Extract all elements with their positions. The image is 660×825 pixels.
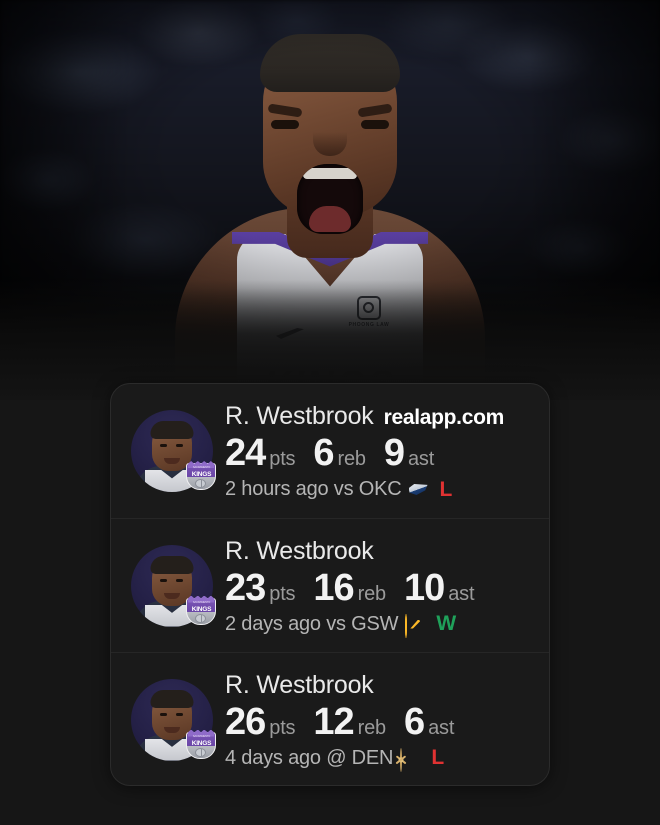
kings-badge-text: KINGS bbox=[191, 739, 212, 747]
stat-value-pts: 26 bbox=[225, 700, 266, 743]
stat-group-reb: 12 reb bbox=[313, 700, 387, 743]
kings-badge-subtext: SACRAMENTO bbox=[192, 466, 211, 469]
game-result-badge: L bbox=[431, 746, 444, 770]
stat-label-pts: pts bbox=[269, 716, 296, 739]
stat-value-pts: 23 bbox=[225, 566, 266, 609]
stat-label-pts: pts bbox=[269, 448, 296, 471]
stat-row-body: R. Westbrook realapp.com 24 pts 6 reb 9 … bbox=[225, 400, 531, 501]
stat-label-ast: ast bbox=[448, 582, 475, 605]
avatar[interactable]: SACRAMENTO KINGS bbox=[131, 410, 216, 492]
hero-player-photo: PHOONG LAW KINGS bbox=[0, 0, 660, 400]
game-meta-line: 2 hours ago vs OKC L bbox=[225, 478, 531, 502]
site-watermark: realapp.com bbox=[383, 406, 505, 430]
avatar[interactable]: SACRAMENTO KINGS bbox=[131, 678, 216, 761]
stat-group-pts: 26 pts bbox=[225, 700, 296, 743]
kings-crown-icon bbox=[188, 461, 214, 468]
avatar-eye-left bbox=[160, 578, 167, 582]
player-name: R. Westbrook bbox=[225, 536, 374, 565]
avatar-eye-right bbox=[176, 444, 183, 447]
avatar[interactable]: SACRAMENTO KINGS bbox=[131, 544, 216, 627]
game-matchup: @ DEN bbox=[326, 746, 394, 769]
avatar-jersey bbox=[145, 604, 199, 627]
stat-line: 24 pts 6 reb 9 ast bbox=[225, 433, 531, 474]
okc-thunder-mark bbox=[408, 484, 428, 496]
avatar-hair bbox=[150, 689, 194, 708]
stat-group-pts: 23 pts bbox=[225, 566, 296, 609]
name-line: R. Westbrook bbox=[225, 671, 531, 700]
avatar-hair bbox=[150, 421, 194, 439]
stat-value-ast: 10 bbox=[403, 566, 445, 609]
stat-row-body: R. Westbrook 26 pts 12 reb 6 ast bbox=[225, 669, 531, 772]
stat-line: 23 pts 16 reb 10 ast bbox=[225, 566, 531, 609]
sacramento-kings-logo-icon: SACRAMENTO KINGS bbox=[185, 595, 218, 628]
den-logo-shape bbox=[398, 747, 404, 772]
stat-row[interactable]: SACRAMENTO KINGS R. Westbrook realapp.co… bbox=[111, 384, 549, 518]
stat-group-ast: 10 ast bbox=[403, 566, 475, 609]
avatar-eye-right bbox=[176, 578, 183, 582]
game-meta-line: 2 days ago vs GSW W bbox=[225, 612, 531, 638]
avatar-smile bbox=[164, 592, 180, 599]
gsw-logo-shape bbox=[405, 613, 408, 638]
stat-value-reb: 16 bbox=[313, 566, 354, 609]
kings-crown-icon bbox=[188, 729, 214, 737]
basketball-icon bbox=[195, 613, 206, 623]
stat-row[interactable]: SACRAMENTO KINGS R. Westbrook 26 pts 12 bbox=[111, 652, 549, 786]
avatar-eye-left bbox=[160, 444, 167, 447]
stat-group-reb: 16 reb bbox=[313, 566, 387, 609]
oklahoma-city-thunder-logo-icon bbox=[408, 480, 428, 499]
stat-label-reb: reb bbox=[357, 582, 387, 605]
kings-badge-subtext: SACRAMENTO bbox=[192, 734, 211, 738]
basketball-icon bbox=[195, 479, 206, 488]
avatar-eye-right bbox=[176, 712, 183, 716]
kings-badge-text: KINGS bbox=[191, 605, 212, 613]
name-line: R. Westbrook realapp.com bbox=[225, 402, 531, 431]
player-name: R. Westbrook bbox=[225, 670, 374, 699]
sacramento-kings-logo-icon: SACRAMENTO KINGS bbox=[185, 460, 218, 493]
player-name: R. Westbrook bbox=[225, 402, 374, 431]
game-meta-line: 4 days ago @ DEN L bbox=[225, 746, 531, 772]
stat-label-reb: reb bbox=[357, 716, 387, 739]
game-timestamp: 2 days ago bbox=[225, 612, 321, 635]
stat-group-ast: 9 ast bbox=[384, 433, 434, 474]
stat-row[interactable]: SACRAMENTO KINGS R. Westbrook 23 pts 16 bbox=[111, 518, 549, 652]
stat-label-ast: ast bbox=[407, 448, 435, 471]
golden-state-warriors-logo-icon bbox=[405, 613, 424, 638]
stat-group-pts: 24 pts bbox=[225, 432, 296, 475]
game-result-badge: L bbox=[439, 477, 453, 501]
stat-label-reb: reb bbox=[337, 448, 367, 471]
stat-group-ast: 6 ast bbox=[403, 700, 455, 743]
name-line: R. Westbrook bbox=[225, 537, 531, 566]
kings-badge-subtext: SACRAMENTO bbox=[192, 600, 211, 604]
game-result-badge: W bbox=[436, 612, 456, 636]
game-matchup: vs GSW bbox=[326, 612, 399, 635]
stat-value-pts: 24 bbox=[225, 432, 266, 475]
sacramento-kings-logo-icon: SACRAMENTO KINGS bbox=[185, 729, 218, 762]
stat-lines-card: SACRAMENTO KINGS R. Westbrook realapp.co… bbox=[110, 383, 550, 786]
game-timestamp: 4 days ago bbox=[225, 746, 321, 769]
basketball-icon bbox=[195, 747, 206, 757]
nuggets-center-dot bbox=[398, 757, 404, 763]
stat-value-reb: 6 bbox=[313, 432, 334, 475]
stat-value-reb: 12 bbox=[313, 700, 354, 743]
stat-line: 26 pts 12 reb 6 ast bbox=[225, 700, 531, 743]
stat-row-body: R. Westbrook 23 pts 16 reb 10 ast bbox=[225, 535, 531, 638]
avatar-jersey bbox=[145, 470, 199, 492]
avatar-smile bbox=[164, 726, 180, 733]
stat-label-ast: ast bbox=[428, 716, 455, 739]
stat-group-reb: 6 reb bbox=[313, 432, 367, 475]
avatar-jersey bbox=[145, 738, 199, 761]
avatar-smile bbox=[164, 458, 180, 464]
avatar-eye-left bbox=[160, 712, 167, 716]
game-timestamp: 2 hours ago bbox=[225, 478, 329, 501]
avatar-hair bbox=[150, 555, 194, 574]
stat-value-ast: 6 bbox=[403, 700, 425, 743]
stat-value-ast: 9 bbox=[383, 432, 405, 475]
denver-nuggets-logo-icon bbox=[398, 747, 419, 772]
stat-label-pts: pts bbox=[269, 582, 296, 605]
game-matchup: vs OKC bbox=[333, 478, 402, 501]
kings-badge-text: KINGS bbox=[191, 471, 212, 478]
photo-bottom-fade bbox=[0, 280, 660, 400]
kings-crown-icon bbox=[188, 595, 214, 603]
